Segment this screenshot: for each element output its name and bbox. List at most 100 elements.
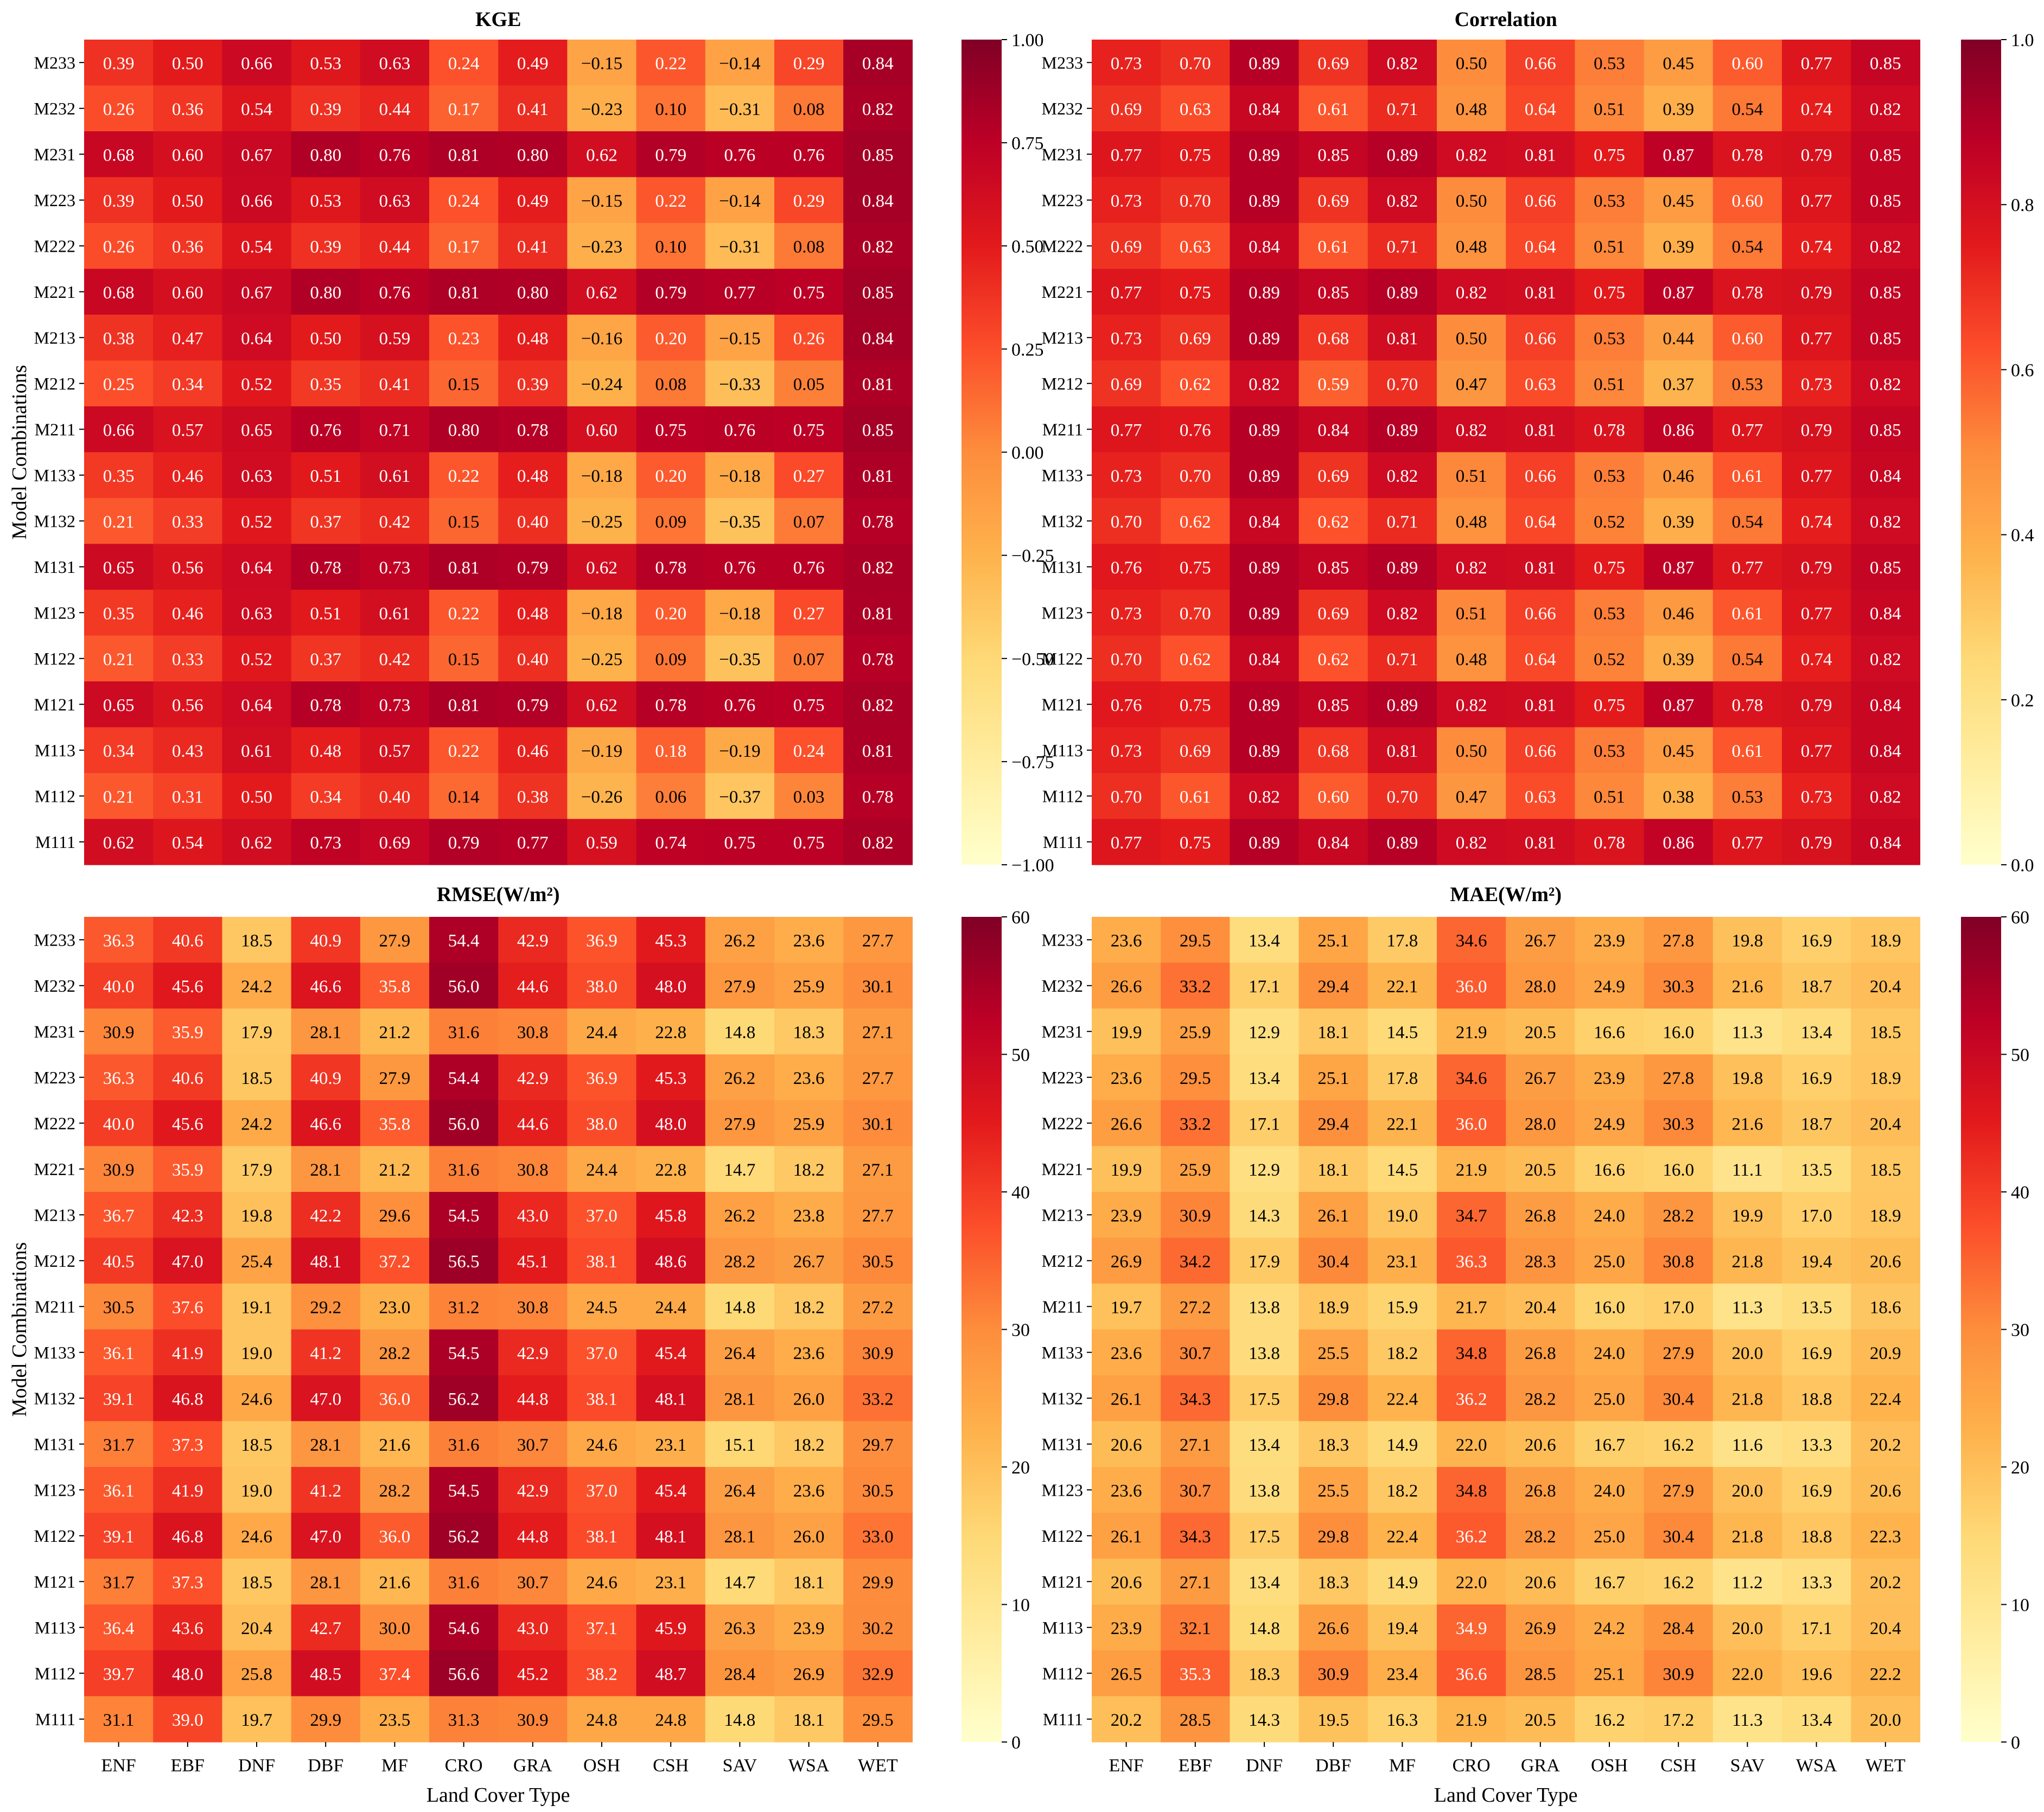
x-axis-label: Land Cover Type (1434, 1784, 1578, 1807)
cell-value-label: 19.4 (1801, 1252, 1832, 1272)
cell-value-label: 17.0 (1663, 1298, 1694, 1317)
cell-value-label: 46.8 (172, 1389, 203, 1409)
y-tick-label: M213 (1042, 1205, 1083, 1224)
cell-value-label: 0.53 (1732, 787, 1763, 807)
heatmap-cell (1712, 498, 1782, 545)
heatmap-cell (498, 269, 568, 315)
cell-value-label: 28.1 (724, 1527, 756, 1547)
heatmap-cell (1575, 590, 1645, 636)
heatmap-cell (1367, 406, 1437, 453)
cell-value-label: 23.9 (1111, 1619, 1142, 1638)
cell-value-label: 0.77 (1801, 329, 1832, 348)
cell-value-label: 0.70 (1180, 54, 1211, 73)
heatmap-cell (1367, 681, 1437, 728)
heatmap-cell (1092, 1329, 1161, 1376)
heatmap-cell (1367, 1375, 1437, 1422)
heatmap-cell (1230, 40, 1300, 86)
heatmap-cell (1092, 544, 1161, 590)
panel-title: MAE(W/m²) (1450, 883, 1562, 906)
heatmap-cell (567, 452, 637, 499)
heatmap-cell (1712, 681, 1782, 728)
heatmap-cell (1367, 1513, 1437, 1559)
cell-value-label: 13.3 (1801, 1435, 1832, 1455)
cell-value-label: 38.1 (586, 1252, 617, 1272)
cell-value-label: 0.51 (1594, 100, 1625, 119)
heatmap-cell (774, 1696, 844, 1743)
cell-value-label: 0.68 (1317, 742, 1349, 761)
cell-value-label: 23.1 (655, 1435, 686, 1455)
heatmap-cell (1644, 544, 1714, 590)
y-tick-label: M113 (35, 1618, 75, 1637)
heatmap-cell (291, 177, 361, 224)
cell-value-label: 0.63 (241, 467, 272, 486)
heatmap-cell (360, 819, 430, 865)
heatmap-cell (291, 269, 361, 315)
heatmap-cell (636, 1146, 706, 1192)
cell-value-label: 0.76 (1111, 558, 1142, 578)
heatmap-cell (1644, 590, 1714, 636)
cell-value-label: 0.81 (862, 742, 894, 761)
y-tick-label: M223 (1042, 1068, 1083, 1087)
cell-value-label: 34.9 (1456, 1619, 1487, 1638)
heatmap-cell (1782, 590, 1851, 636)
cell-value-label: 0.54 (172, 833, 203, 853)
heatmap-cell (1712, 1421, 1782, 1468)
heatmap-cell (429, 1054, 499, 1101)
heatmap-cell (1437, 315, 1506, 361)
heatmap-cell (1712, 1329, 1782, 1376)
cell-value-label: 0.15 (448, 375, 480, 394)
heatmap-cell (1437, 635, 1506, 682)
cell-value-label: 0.76 (724, 420, 756, 440)
heatmap-cell (291, 819, 361, 865)
heatmap-cell (1161, 1696, 1230, 1743)
cell-value-label: 23.6 (793, 931, 825, 950)
heatmap-cell (84, 1696, 154, 1743)
cell-value-label: 25.9 (793, 977, 825, 997)
x-tick-label: OSH (1591, 1756, 1628, 1776)
heatmap-cell (1092, 1054, 1161, 1101)
cell-value-label: 18.2 (793, 1435, 825, 1455)
heatmap-cell (774, 917, 844, 964)
heatmap-cell (1161, 360, 1230, 407)
heatmap-cell (843, 1054, 913, 1101)
heatmap-cell (774, 269, 844, 315)
heatmap-cell (1851, 269, 1920, 315)
cell-value-label: 0.85 (1870, 558, 1901, 578)
heatmap-cell (774, 1421, 844, 1468)
cell-value-label: 0.85 (1870, 192, 1901, 211)
heatmap-cell (1782, 1192, 1851, 1239)
cell-value-label: 0.59 (379, 329, 411, 348)
x-tick-label: ENF (1109, 1756, 1143, 1776)
cell-value-label: 28.2 (379, 1481, 411, 1501)
cell-value-label: 0.77 (1801, 54, 1832, 73)
heatmap-cell (429, 452, 499, 499)
cell-value-label: 22.0 (1456, 1573, 1487, 1592)
cell-value-label: 0.36 (172, 237, 203, 257)
cell-value-label: 0.87 (1663, 558, 1694, 578)
cell-value-label: 0.76 (724, 145, 756, 165)
heatmap-cell (1161, 962, 1230, 1009)
heatmap-cell (1782, 269, 1851, 315)
heatmap-cell (567, 773, 637, 820)
heatmap-cell (1161, 590, 1230, 636)
cell-value-label: 0.78 (310, 696, 341, 715)
cell-value-label: 0.75 (1594, 558, 1625, 578)
y-tick-label: M131 (1042, 1434, 1083, 1454)
cell-value-label: 22.4 (1870, 1389, 1901, 1409)
heatmap-cell (705, 40, 775, 86)
cell-value-label: 0.38 (103, 329, 135, 348)
cell-value-label: 36.3 (103, 931, 135, 950)
cell-value-label: 30.5 (103, 1298, 135, 1317)
heatmap-cell (1644, 131, 1714, 178)
heatmap-cell (429, 1696, 499, 1743)
heatmap-cell (1437, 1237, 1506, 1284)
cell-value-label: 31.6 (448, 1160, 480, 1180)
heatmap-cell (1851, 1375, 1920, 1422)
cell-value-label: 17.1 (1801, 1619, 1832, 1638)
cell-value-label: 0.78 (862, 512, 894, 532)
cell-value-label: −0.14 (719, 192, 760, 211)
heatmap-cell (291, 773, 361, 820)
heatmap-cell (1298, 1009, 1368, 1055)
cell-value-label: 0.14 (448, 787, 480, 807)
cell-value-label: 0.37 (310, 650, 341, 669)
